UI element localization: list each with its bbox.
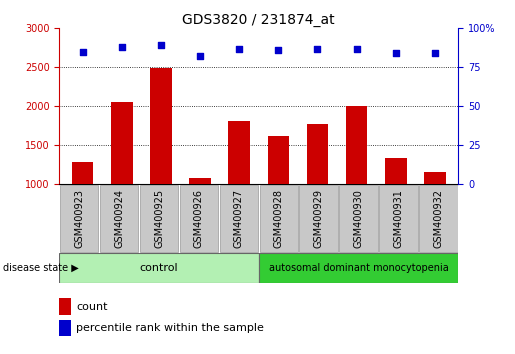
Bar xyxy=(59,320,71,336)
Bar xyxy=(260,185,298,252)
Bar xyxy=(59,298,71,315)
Text: autosomal dominant monocytopenia: autosomal dominant monocytopenia xyxy=(269,263,449,273)
Bar xyxy=(180,185,218,252)
Point xyxy=(157,42,165,48)
Text: GSM400928: GSM400928 xyxy=(274,189,284,248)
Text: GSM400932: GSM400932 xyxy=(434,189,443,248)
Text: percentile rank within the sample: percentile rank within the sample xyxy=(76,323,264,333)
Bar xyxy=(100,185,138,252)
Bar xyxy=(346,106,367,262)
Bar xyxy=(419,185,457,252)
Bar xyxy=(190,178,211,262)
Bar xyxy=(424,172,445,262)
Bar xyxy=(60,185,98,252)
Text: GSM400929: GSM400929 xyxy=(314,189,323,248)
Bar xyxy=(380,185,418,252)
Point xyxy=(118,44,126,50)
Text: GSM400931: GSM400931 xyxy=(393,189,403,248)
Bar xyxy=(220,185,258,252)
Point xyxy=(235,46,244,51)
Text: GSM400927: GSM400927 xyxy=(234,189,244,248)
Point xyxy=(274,47,282,53)
Bar xyxy=(300,185,338,252)
Text: count: count xyxy=(76,302,108,312)
Title: GDS3820 / 231874_at: GDS3820 / 231874_at xyxy=(182,13,335,27)
Bar xyxy=(111,102,132,262)
Bar xyxy=(150,68,171,262)
Bar xyxy=(229,121,250,262)
Text: GSM400930: GSM400930 xyxy=(354,189,364,248)
Text: GSM400923: GSM400923 xyxy=(74,189,84,248)
Bar xyxy=(307,124,328,262)
Text: GSM400925: GSM400925 xyxy=(154,189,164,248)
Point xyxy=(313,46,321,51)
Point xyxy=(391,50,400,56)
Bar xyxy=(140,185,178,252)
Point xyxy=(352,46,360,51)
Point xyxy=(431,50,439,56)
Text: GSM400926: GSM400926 xyxy=(194,189,204,248)
Bar xyxy=(59,253,259,283)
Text: disease state ▶: disease state ▶ xyxy=(3,263,78,273)
Text: GSM400924: GSM400924 xyxy=(114,189,124,248)
Bar xyxy=(72,162,93,262)
Bar xyxy=(385,158,406,262)
Bar xyxy=(259,253,458,283)
Bar xyxy=(268,136,289,262)
Text: control: control xyxy=(140,263,178,273)
Point xyxy=(79,49,87,55)
Point xyxy=(196,53,204,59)
Bar xyxy=(339,185,377,252)
